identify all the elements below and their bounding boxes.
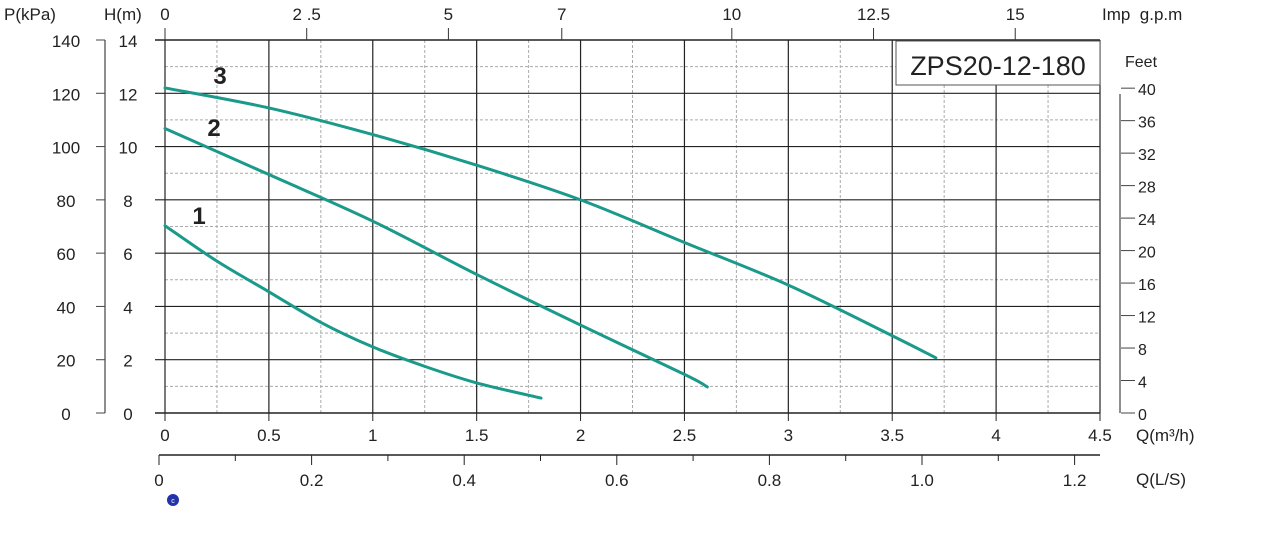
y-tick-label: 4 — [123, 298, 132, 317]
ls-tick-label: 0.6 — [605, 471, 629, 490]
model-title: ZPS20-12-180 — [910, 51, 1086, 81]
pressure-tick-label: 100 — [52, 139, 80, 158]
feet-tick-label: 36 — [1138, 115, 1156, 132]
feet-tick-label: 4 — [1138, 375, 1147, 392]
head-axis-label: H(m) — [104, 5, 142, 24]
y-tick-label: 12 — [119, 85, 138, 104]
pressure-tick-label: 60 — [57, 245, 76, 264]
grid — [155, 39, 1101, 414]
curve-label-3: 3 — [213, 63, 226, 90]
pressure-tick-label: 40 — [57, 298, 76, 317]
gpm-tick-label: 7 — [557, 5, 566, 24]
gpm-axis-label: Imp g.p.m — [1102, 5, 1182, 24]
gpm-tick-label: 15 — [1006, 5, 1025, 24]
feet-tick-label: 8 — [1138, 342, 1147, 359]
x-tick-label: 1.5 — [465, 426, 489, 445]
feet-tick-label: 28 — [1138, 180, 1156, 197]
x-tick-label: 2.5 — [673, 426, 697, 445]
x-tick-label: 3.5 — [880, 426, 904, 445]
pressure-tick-label: 140 — [52, 32, 80, 51]
x-tick-label: 1 — [368, 426, 377, 445]
pump-curve-1 — [163, 224, 543, 400]
logo-icon: c — [167, 494, 179, 506]
feet-axis-label: Feet — [1125, 54, 1158, 71]
pressure-tick-label: 120 — [52, 85, 80, 104]
curve-label-1: 1 — [192, 203, 205, 230]
curves: 1 2 3 — [163, 63, 938, 400]
y-tick-label: 6 — [123, 245, 132, 264]
flow-ls-axis-label: Q(L/S) — [1136, 470, 1186, 489]
y-tick-label: 14 — [119, 32, 138, 51]
ls-tick-label: 0.2 — [300, 471, 324, 490]
pressure-tick-label: 80 — [57, 192, 76, 211]
y-tick-label: 0 — [123, 405, 132, 424]
x-tick-label: 4 — [991, 426, 1000, 445]
feet-tick-label: 40 — [1138, 82, 1156, 99]
pump-curve-3 — [163, 86, 938, 360]
y-tick-label: 8 — [123, 192, 132, 211]
gpm-tick-label: 10 — [722, 5, 741, 24]
ls-tick-label: 0 — [154, 471, 163, 490]
x-tick-label: 4.5 — [1088, 426, 1112, 445]
pressure-axis-label: P(kPa) — [4, 5, 56, 24]
feet-tick-label: 16 — [1138, 277, 1156, 294]
x-tick-label: 2 — [576, 426, 585, 445]
x-tick-label: 0 — [160, 426, 169, 445]
model-box: ZPS20-12-180 — [895, 40, 1101, 86]
feet-tick-label: 32 — [1138, 147, 1156, 164]
gpm-tick-label: 2 .5 — [293, 5, 321, 24]
feet-tick-label: 24 — [1138, 212, 1156, 229]
feet-tick-label: 12 — [1138, 310, 1156, 327]
pump-curve-2 — [163, 126, 709, 389]
gpm-tick-label: 5 — [444, 5, 453, 24]
y-tick-label: 10 — [119, 139, 138, 158]
x-tick-label: 3 — [784, 426, 793, 445]
y-tick-label: 2 — [123, 352, 132, 371]
x-tick-label: 0.5 — [257, 426, 281, 445]
gpm-tick-label: 0 — [160, 5, 169, 24]
flow-m3h-axis-label: Q(m³/h) — [1136, 426, 1195, 445]
feet-tick-label: 0 — [1138, 407, 1147, 424]
ls-tick-label: 1.2 — [1063, 471, 1087, 490]
ls-tick-label: 0.4 — [452, 471, 476, 490]
ls-tick-label: 1.0 — [910, 471, 934, 490]
svg-text:c: c — [171, 498, 175, 505]
ls-tick-label: 0.8 — [758, 471, 782, 490]
pressure-tick-label: 0 — [61, 405, 70, 424]
pressure-tick-label: 20 — [57, 352, 76, 371]
gpm-tick-label: 12.5 — [857, 5, 890, 24]
curve-label-2: 2 — [207, 115, 220, 142]
axes: 0 0.5 1 1.5 2 2.5 3 3.5 4 4.502468101214020406080… — [52, 5, 1156, 490]
feet-tick-label: 20 — [1138, 245, 1156, 262]
